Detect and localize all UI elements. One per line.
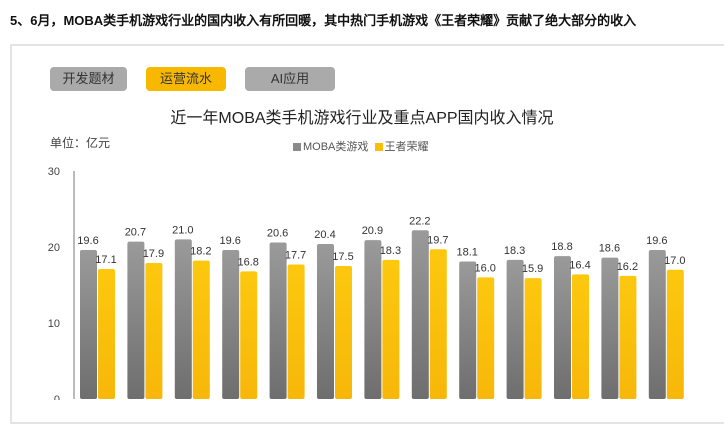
bar-wzry (98, 269, 115, 399)
legend: MOBA类游戏 王者荣耀 (293, 138, 429, 154)
data-label-moba: 18.8 (551, 241, 572, 253)
data-label-wzry: 17.0 (664, 255, 685, 267)
bar-wzry (619, 275, 637, 399)
bar-wzry (666, 269, 684, 399)
bar-moba (411, 230, 429, 399)
bar-wzry (192, 260, 210, 399)
bar-chart: 0 10 20 30 19.6 20.7 21.0 19.6 20.6 20.4 20.9 22.2 1… (48, 166, 686, 400)
bar-wzry (572, 274, 589, 399)
data-label-moba: 22.2 (409, 215, 430, 227)
data-label-wzry: 16.4 (569, 259, 590, 271)
legend-label-wzry: 王者荣耀 (384, 141, 429, 153)
data-label-moba: 19.6 (219, 235, 240, 247)
chart-title: 近一年MOBA类手机游戏行业及重点APP国内收入情况 (170, 110, 554, 127)
data-label-wzry: 15.9 (522, 263, 543, 275)
bar-moba (317, 243, 334, 399)
unit-label: 单位：亿元 (50, 136, 111, 150)
data-label-moba: 19.6 (77, 235, 98, 247)
legend-swatch-wzry (374, 143, 383, 151)
bar-wzry (524, 278, 542, 399)
bar-moba (127, 241, 145, 399)
data-label-moba: 19.6 (646, 235, 667, 247)
tab-ai-application[interactable]: AI应用 (245, 67, 335, 91)
data-label-wzry: 17.5 (332, 251, 353, 263)
tab-operating-revenue[interactable]: 运营流水 (146, 67, 226, 91)
bar-wzry (287, 264, 305, 399)
bar-moba (174, 239, 192, 399)
data-label-wzry: 17.9 (143, 248, 164, 260)
bar-moba (364, 240, 382, 399)
data-label-wzry: 16.0 (474, 262, 495, 274)
bar-moba (459, 261, 477, 399)
bar-moba (601, 257, 619, 399)
data-label-wzry: 18.3 (380, 245, 401, 257)
y-tick-label: 0 (54, 394, 60, 400)
data-label-moba: 20.9 (362, 225, 383, 237)
data-label-moba: 20.4 (314, 229, 335, 241)
bar-wzry (429, 249, 447, 399)
y-tick-label: 30 (48, 166, 60, 178)
data-label-moba: 20.7 (125, 227, 146, 239)
bar-wzry (240, 271, 258, 399)
data-label-wzry: 18.2 (190, 246, 211, 258)
bar-wzry (335, 266, 352, 399)
data-label-wzry: 16.2 (617, 261, 638, 273)
legend-label-moba: MOBA类游戏 (303, 141, 369, 153)
bar-moba (506, 259, 524, 399)
data-label-moba: 20.6 (267, 227, 288, 239)
y-tick-label: 10 (48, 318, 60, 330)
bar-moba (269, 242, 287, 399)
bar-wzry (382, 259, 400, 399)
bar-wzry (145, 262, 163, 399)
y-tick-label: 20 (48, 242, 60, 254)
data-label-moba: 18.6 (599, 243, 620, 255)
data-label-moba: 18.3 (504, 245, 525, 257)
data-label-wzry: 16.8 (237, 256, 258, 268)
bar-moba (554, 256, 571, 399)
data-label-moba: 21.0 (172, 224, 193, 236)
legend-swatch-moba (293, 143, 301, 151)
data-label-wzry: 17.7 (285, 249, 306, 261)
data-label-wzry: 17.1 (95, 254, 116, 266)
data-label-moba: 18.1 (456, 246, 477, 258)
data-label-wzry: 19.7 (427, 234, 448, 246)
bar-moba (222, 250, 240, 399)
tab-development-theme[interactable]: 开发题材 (50, 67, 127, 91)
bar-moba (648, 250, 666, 399)
headline: 5、6月，MOBA类手机游戏行业的国内收入有所回暖，其中热门手机游戏《王者荣耀》… (10, 13, 637, 28)
bar-wzry (477, 277, 495, 399)
bar-moba (80, 250, 97, 399)
